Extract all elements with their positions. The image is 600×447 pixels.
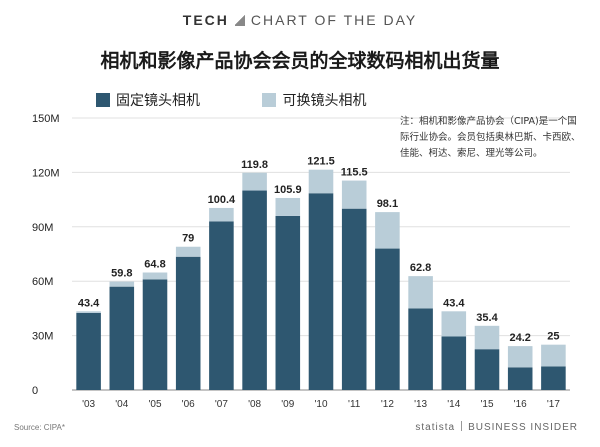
legend-label-interchangeable: 可换镜头相机 xyxy=(282,93,367,109)
data-label: 59.8 xyxy=(111,268,132,280)
bar-interchangeable-lens xyxy=(408,276,433,309)
y-tick-label: 90M xyxy=(32,222,53,234)
data-label: 43.4 xyxy=(443,297,465,309)
x-tick-label: '15 xyxy=(480,399,493,410)
y-tick-label: 60M xyxy=(32,276,53,288)
y-tick-label: 150M xyxy=(32,113,60,125)
data-label: 79 xyxy=(182,233,194,245)
bar-fixed-lens xyxy=(175,256,201,390)
x-tick-label: '05 xyxy=(148,399,161,410)
bar-fixed-lens xyxy=(275,215,301,390)
bar-interchangeable-lens xyxy=(142,272,168,280)
bar-fixed-lens xyxy=(109,286,135,390)
bar-fixed-lens xyxy=(341,208,367,390)
data-label: 121.5 xyxy=(307,156,335,168)
bar-interchangeable-lens xyxy=(541,344,566,367)
bar-interchangeable-lens xyxy=(507,346,533,368)
bar-interchangeable-lens xyxy=(308,169,334,194)
data-label: 98.1 xyxy=(377,198,398,210)
x-tick-label: '10 xyxy=(314,399,327,410)
source-text: Source: CIPA* xyxy=(14,423,65,432)
x-tick-label: '13 xyxy=(414,399,427,410)
data-label: 25 xyxy=(547,331,559,343)
legend: 固定镜头相机 可换镜头相机 xyxy=(96,90,424,110)
bar-fixed-lens xyxy=(474,349,500,390)
bar-fixed-lens xyxy=(242,190,267,390)
bar-interchangeable-lens xyxy=(474,325,500,350)
statista-logo: statista xyxy=(415,422,456,433)
x-tick-label: '16 xyxy=(514,399,527,410)
business-insider-logo: BUSINESS INSIDER xyxy=(468,422,578,433)
bar-fixed-lens xyxy=(375,248,400,390)
x-tick-label: '06 xyxy=(182,399,195,410)
bar-interchangeable-lens xyxy=(109,281,135,287)
bar-fixed-lens xyxy=(209,221,234,390)
data-label: 35.4 xyxy=(476,312,498,324)
data-label: 62.8 xyxy=(410,262,431,274)
bar-fixed-lens xyxy=(142,279,168,390)
bar-fixed-lens xyxy=(441,336,467,390)
header-tech-label: TECH xyxy=(182,12,229,28)
bar-interchangeable-lens xyxy=(209,207,234,222)
data-label: 115.5 xyxy=(341,167,368,179)
bar-fixed-lens xyxy=(308,193,334,390)
data-label: 43.4 xyxy=(78,297,100,309)
x-tick-label: '08 xyxy=(248,399,261,410)
legend-label-fixed: 固定镜头相机 xyxy=(116,93,200,109)
data-label: 64.8 xyxy=(144,258,165,270)
x-tick-label: '07 xyxy=(215,399,228,410)
chart-note: 注：相机和影像产品协会（CIPA)是一个国际行业协会。会员包括奥林巴斯、卡西欧、… xyxy=(400,116,581,159)
x-tick-label: '09 xyxy=(281,399,294,410)
footer-branding: statista BUSINESS INSIDER xyxy=(415,421,578,433)
data-label: 105.9 xyxy=(274,184,302,196)
chart-title: 相机和影像产品协会会员的全球数码相机出货量 xyxy=(100,50,500,72)
data-label: 119.8 xyxy=(241,159,268,171)
x-tick-label: '03 xyxy=(82,399,95,410)
bar-interchangeable-lens xyxy=(341,180,367,209)
legend-swatch-interchangeable xyxy=(262,93,277,107)
header-chart-of-day-label: CHART OF THE DAY xyxy=(250,12,418,28)
bar-interchangeable-lens xyxy=(76,311,101,313)
chart-of-the-day-header: TECH CHART OF THE DAY xyxy=(0,12,600,28)
bar-interchangeable-lens xyxy=(175,246,201,257)
data-label: 100.4 xyxy=(208,194,236,206)
y-tick-label: 0 xyxy=(32,385,38,397)
legend-item-interchangeable: 可换镜头相机 xyxy=(262,90,366,110)
y-tick-label: 120M xyxy=(32,167,60,179)
x-tick-label: '12 xyxy=(381,399,394,410)
legend-swatch-fixed xyxy=(96,93,110,107)
bar-fixed-lens xyxy=(507,367,533,390)
bar-interchangeable-lens xyxy=(375,212,400,249)
x-tick-label: '14 xyxy=(447,399,460,410)
bar-interchangeable-lens xyxy=(242,172,267,191)
bar-fixed-lens xyxy=(408,308,433,390)
bar-interchangeable-lens xyxy=(441,311,467,337)
x-tick-label: '11 xyxy=(348,399,361,410)
bar-interchangeable-lens xyxy=(275,197,301,216)
y-tick-label: 30M xyxy=(32,331,53,343)
x-tick-label: '04 xyxy=(115,399,128,410)
legend-item-fixed: 固定镜头相机 xyxy=(96,90,200,110)
data-label: 24.2 xyxy=(509,332,530,344)
x-tick-label: '17 xyxy=(547,399,560,410)
bar-fixed-lens xyxy=(76,312,101,390)
footer-divider xyxy=(461,421,463,431)
bar-fixed-lens xyxy=(541,366,566,390)
header-separator-icon xyxy=(234,14,245,26)
